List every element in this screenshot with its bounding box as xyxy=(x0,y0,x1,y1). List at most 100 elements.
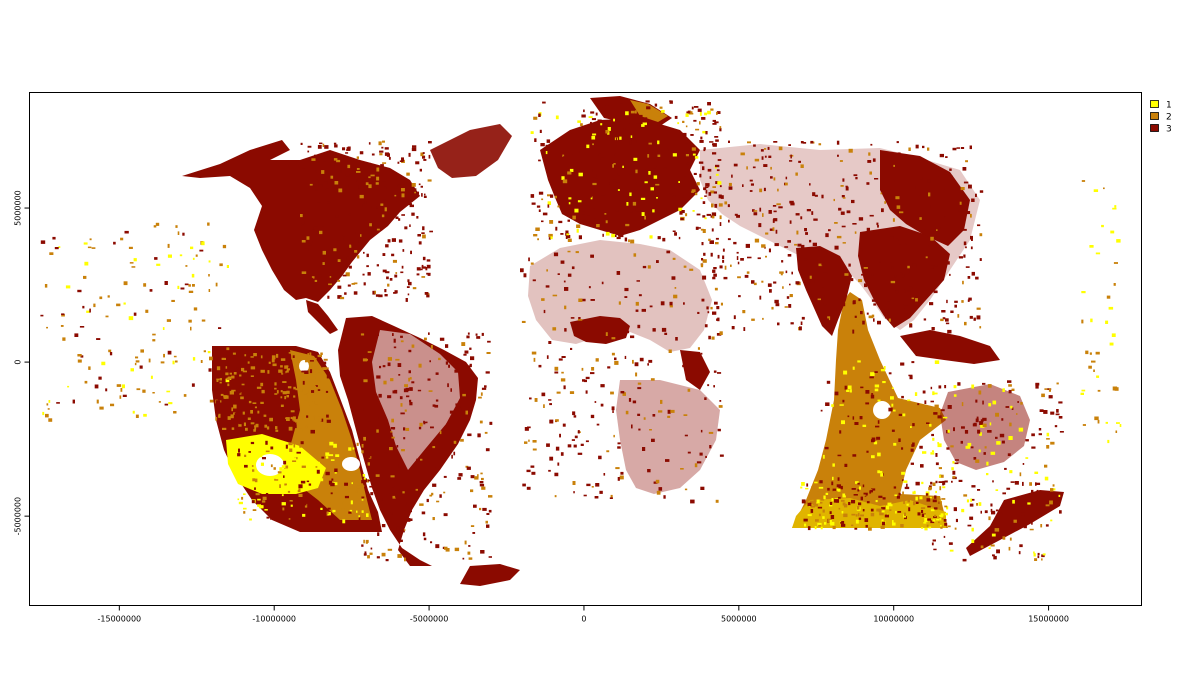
raster-cell xyxy=(647,363,649,366)
region-indonesia xyxy=(900,330,1000,364)
raster-cell xyxy=(311,414,315,416)
raster-cell xyxy=(356,442,359,446)
raster-cell xyxy=(282,391,287,395)
raster-cell xyxy=(827,316,831,321)
raster-cell xyxy=(241,367,245,372)
raster-cell xyxy=(859,416,863,420)
raster-cell xyxy=(348,265,352,269)
raster-cell xyxy=(326,511,329,514)
raster-cell xyxy=(901,471,906,475)
raster-cell xyxy=(412,145,417,148)
raster-cell xyxy=(893,246,897,251)
raster-cell xyxy=(120,388,123,392)
raster-cell xyxy=(191,273,195,278)
raster-cell xyxy=(930,386,933,390)
raster-cell xyxy=(630,135,633,138)
raster-cell xyxy=(801,244,805,249)
raster-cell xyxy=(572,215,576,220)
raster-cell xyxy=(340,169,342,173)
raster-cell xyxy=(894,481,898,486)
raster-cell xyxy=(479,481,484,484)
raster-cell xyxy=(405,298,408,302)
raster-cell xyxy=(644,181,648,184)
raster-cell xyxy=(637,382,642,385)
raster-cell xyxy=(1008,546,1011,551)
raster-cell xyxy=(632,173,635,176)
raster-cell xyxy=(241,496,244,500)
raster-cell xyxy=(683,265,687,268)
raster-cell xyxy=(763,187,766,192)
raster-cell xyxy=(362,358,368,362)
raster-cell xyxy=(348,447,352,451)
raster-cell xyxy=(320,418,324,422)
raster-cell xyxy=(88,366,91,370)
raster-cell xyxy=(392,333,394,336)
raster-cell xyxy=(428,141,432,144)
raster-cell xyxy=(979,190,984,193)
raster-cell xyxy=(917,403,920,406)
raster-cell xyxy=(967,442,972,447)
raster-cell xyxy=(376,375,381,379)
raster-cell xyxy=(946,447,950,450)
raster-cell xyxy=(244,454,247,457)
raster-cell xyxy=(304,503,308,508)
raster-cell xyxy=(771,306,774,310)
raster-cell xyxy=(376,264,379,267)
raster-cell xyxy=(207,351,211,354)
raster-cell xyxy=(953,507,957,512)
raster-cell xyxy=(821,262,826,266)
raster-cell xyxy=(254,425,257,428)
raster-cell xyxy=(1111,333,1116,337)
raster-cell xyxy=(878,508,883,513)
raster-cell xyxy=(404,226,408,230)
raster-cell xyxy=(773,210,777,213)
raster-cell xyxy=(924,400,927,404)
raster-cell xyxy=(292,460,297,462)
raster-cell xyxy=(975,399,978,403)
raster-cell xyxy=(423,195,427,198)
raster-cell xyxy=(382,365,386,368)
raster-cell xyxy=(1055,413,1060,416)
raster-cell xyxy=(953,385,957,389)
raster-cell xyxy=(1001,418,1004,421)
raster-cell xyxy=(577,120,581,123)
raster-cell xyxy=(730,264,732,267)
raster-cell xyxy=(948,175,953,178)
raster-cell xyxy=(363,553,367,556)
raster-cell xyxy=(836,235,842,239)
raster-cell xyxy=(1116,239,1121,243)
raster-cell xyxy=(1002,536,1006,540)
raster-cell xyxy=(559,433,561,438)
raster-cell xyxy=(481,486,486,490)
raster-cell xyxy=(852,416,855,420)
raster-cell xyxy=(828,229,831,232)
raster-cell xyxy=(381,497,383,501)
raster-cell xyxy=(1019,544,1023,548)
raster-cell xyxy=(315,179,319,183)
raster-cell xyxy=(411,344,415,348)
raster-cell xyxy=(806,209,811,212)
raster-cell xyxy=(787,240,791,243)
raster-cell xyxy=(433,466,436,469)
raster-cell xyxy=(588,116,593,118)
raster-cell xyxy=(485,371,490,374)
raster-cell xyxy=(299,445,302,448)
raster-cell xyxy=(962,167,967,171)
raster-cell xyxy=(703,149,706,152)
raster-cell xyxy=(634,110,637,114)
raster-cell xyxy=(870,372,875,376)
raster-cell xyxy=(728,186,733,190)
raster-cell xyxy=(381,524,386,528)
raster-cell xyxy=(853,174,858,177)
raster-cell xyxy=(611,352,615,356)
raster-cell xyxy=(370,492,374,496)
raster-cell xyxy=(809,239,812,243)
legend-swatch-1 xyxy=(1150,100,1159,108)
raster-cell xyxy=(964,321,967,326)
raster-cell xyxy=(749,179,753,182)
raster-cell xyxy=(837,154,839,157)
raster-cell xyxy=(697,108,702,112)
raster-cell xyxy=(289,448,293,452)
raster-cell xyxy=(464,540,467,545)
raster-cell xyxy=(378,416,381,420)
